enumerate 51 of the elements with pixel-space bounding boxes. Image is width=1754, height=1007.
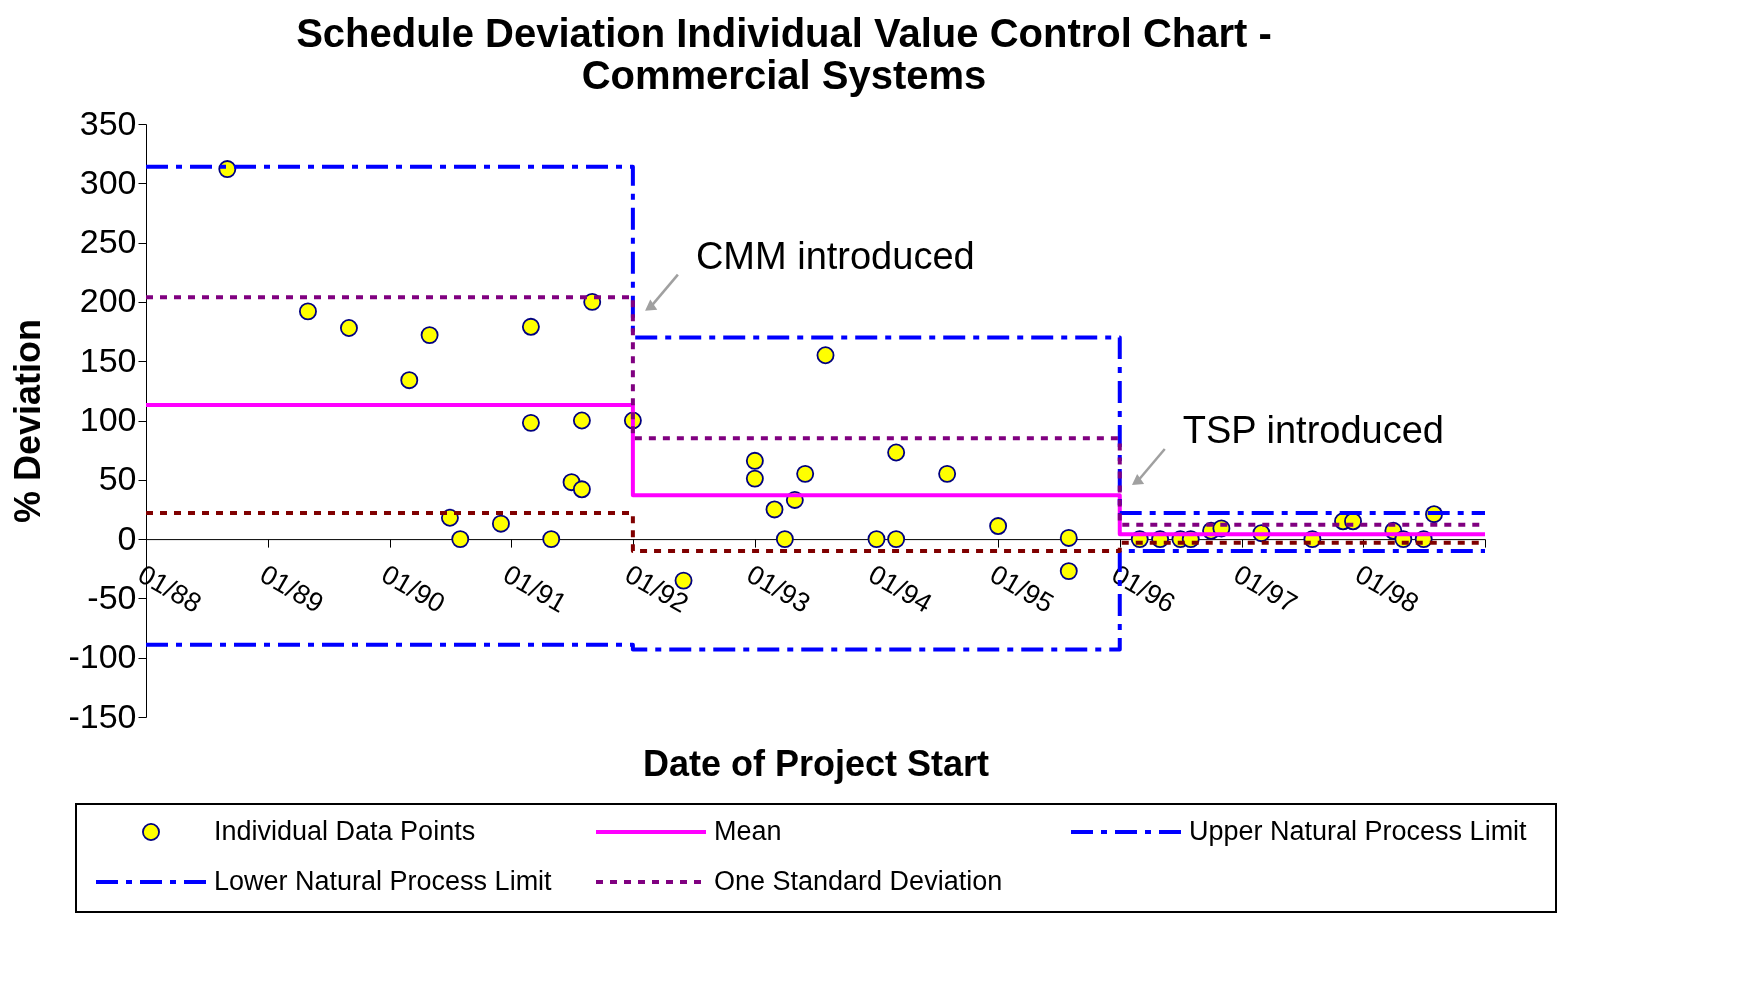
point xyxy=(1059,528,1078,547)
y-tick-label: 250 xyxy=(79,222,137,261)
y-tick-label: 150 xyxy=(79,340,137,379)
y-tick-label: -50 xyxy=(87,577,137,616)
x-tick-label: 01/96 xyxy=(1106,559,1181,619)
x-tick-label: 01/95 xyxy=(985,559,1059,619)
point xyxy=(989,517,1008,535)
y-tick-label: 300 xyxy=(79,162,137,201)
point xyxy=(542,530,561,549)
point xyxy=(572,480,591,499)
point xyxy=(745,469,764,488)
point xyxy=(796,464,815,483)
y-tick-label: 350 xyxy=(79,103,137,142)
y-tick-label: 100 xyxy=(79,400,137,438)
point xyxy=(451,530,470,549)
point xyxy=(867,530,886,549)
point xyxy=(491,514,510,533)
x-tick-label: 01/97 xyxy=(1228,559,1303,619)
point xyxy=(420,326,439,345)
legend-label: Upper Natural Process Limit xyxy=(1189,816,1528,846)
y-tick-label: -100 xyxy=(68,637,137,676)
x-tick-label: 01/90 xyxy=(376,559,451,619)
x-axis-title: Date of Project Start xyxy=(642,742,990,784)
point xyxy=(299,302,317,321)
x-tick-label: 01/89 xyxy=(254,559,329,619)
annotation: TSP introduced xyxy=(1182,408,1444,451)
y-tick-label: 0 xyxy=(117,518,137,557)
legend-label: Lower Natural Process Limit xyxy=(214,866,553,896)
point xyxy=(887,530,906,549)
point xyxy=(745,451,764,470)
point xyxy=(765,500,784,519)
point xyxy=(400,371,419,390)
y-tick-label: 200 xyxy=(79,281,137,320)
point xyxy=(887,443,906,462)
point xyxy=(572,411,591,430)
y-tick-label: 50 xyxy=(98,459,137,498)
annotation: CMM introduced xyxy=(695,234,975,277)
point xyxy=(1059,562,1078,581)
y-axis-title: % Deviation xyxy=(7,318,49,524)
text: Commercial Systems xyxy=(581,53,987,97)
point xyxy=(339,319,358,337)
y-tick-label: -150 xyxy=(68,696,137,735)
point xyxy=(816,346,835,365)
legend-label: Individual Data Points xyxy=(214,816,476,846)
point xyxy=(775,530,794,549)
legend-label: Mean xyxy=(714,816,782,846)
point xyxy=(521,413,540,432)
point xyxy=(521,317,540,336)
point xyxy=(938,464,957,483)
text: Schedule Deviation Individual Value Control Chart - xyxy=(296,11,1272,55)
legend-label: One Standard Deviation xyxy=(714,866,1003,896)
